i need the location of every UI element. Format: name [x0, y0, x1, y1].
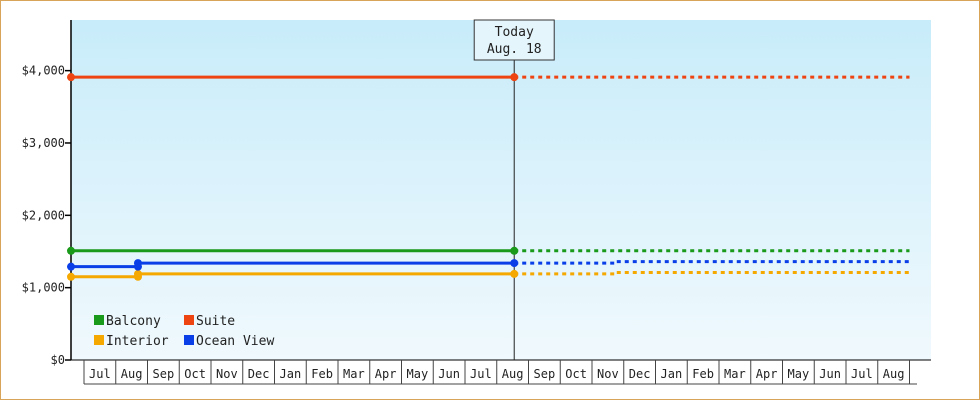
interior-point	[67, 272, 75, 281]
ocean-view-point	[510, 259, 519, 268]
interior-projected-line	[514, 270, 910, 276]
x-tick-label: Apr	[756, 367, 778, 381]
x-tick-label: Feb	[311, 367, 333, 381]
x-tick-label: Jul	[470, 367, 492, 381]
x-tick-label: Jun	[438, 367, 460, 381]
x-tick-label: Feb	[692, 367, 714, 381]
y-tick-label: $0	[51, 353, 65, 367]
x-tick-label: Aug	[883, 367, 905, 381]
suite-point	[67, 73, 75, 82]
x-tick-label: Jul	[851, 367, 873, 381]
interior-point	[510, 269, 519, 278]
today-label: Today	[495, 25, 534, 40]
x-tick-label: Jan	[661, 367, 683, 381]
legend-swatch-interior	[94, 335, 104, 345]
today-box	[473, 19, 555, 61]
x-tick-label: May	[788, 367, 810, 381]
y-tick-label: $2,000	[22, 208, 65, 222]
series-layer	[67, 73, 910, 281]
suite-point	[510, 73, 519, 82]
x-tick-label: Nov	[216, 367, 238, 381]
x-tick-label: Dec	[629, 367, 651, 381]
ocean-view-point	[133, 259, 142, 268]
today-marker: Today Aug. 18	[473, 19, 555, 360]
x-tick-label: Jan	[280, 367, 302, 381]
x-tick-label: Mar	[724, 367, 746, 381]
legend-swatch-ocean-view	[184, 335, 194, 345]
x-tick-label: Jun	[819, 367, 841, 381]
x-tick-label: Aug	[502, 367, 524, 381]
x-tick-label: Mar	[343, 367, 365, 381]
y-tick-label: $4,000	[22, 64, 65, 78]
x-tick-label: Oct	[565, 367, 587, 381]
x-tick-label: Oct	[184, 367, 206, 381]
x-tick-label: Aug	[121, 367, 143, 381]
x-tick-label: Sep	[153, 367, 175, 381]
y-tick-label: $3,000	[22, 136, 65, 150]
balcony-point	[510, 246, 519, 255]
x-tick-label: Nov	[597, 367, 619, 381]
x-tick-label: Jul	[89, 367, 111, 381]
x-tick-label: Sep	[534, 367, 556, 381]
plot-background	[71, 20, 931, 360]
today-date: Aug. 18	[487, 42, 542, 57]
interior-point	[133, 269, 142, 278]
legend-label-ocean-view: Ocean View	[196, 334, 274, 349]
y-tick-label: $1,000	[22, 281, 65, 295]
ocean-view-point	[67, 262, 75, 271]
ocean-view-projected-line	[514, 260, 910, 265]
x-axis: Jul Aug Sep Oct Nov Dec Jan Feb Mar Apr May Jun Jul A…	[71, 359, 931, 385]
legend-swatch-balcony	[94, 315, 104, 325]
legend-swatch-suite	[184, 315, 194, 325]
y-axis: $0 $1,000 $2,000 $3,000 $4,000	[22, 20, 72, 367]
x-tick-label: Dec	[248, 367, 270, 381]
legend-label-suite: Suite	[196, 314, 235, 329]
legend-label-interior: Interior	[106, 334, 169, 349]
legend-label-balcony: Balcony	[106, 314, 161, 329]
balcony-point	[67, 246, 75, 255]
x-tick-label: Apr	[375, 367, 397, 381]
legend: Balcony Suite Interior Ocean View	[94, 314, 274, 349]
x-tick-label: May	[407, 367, 429, 381]
